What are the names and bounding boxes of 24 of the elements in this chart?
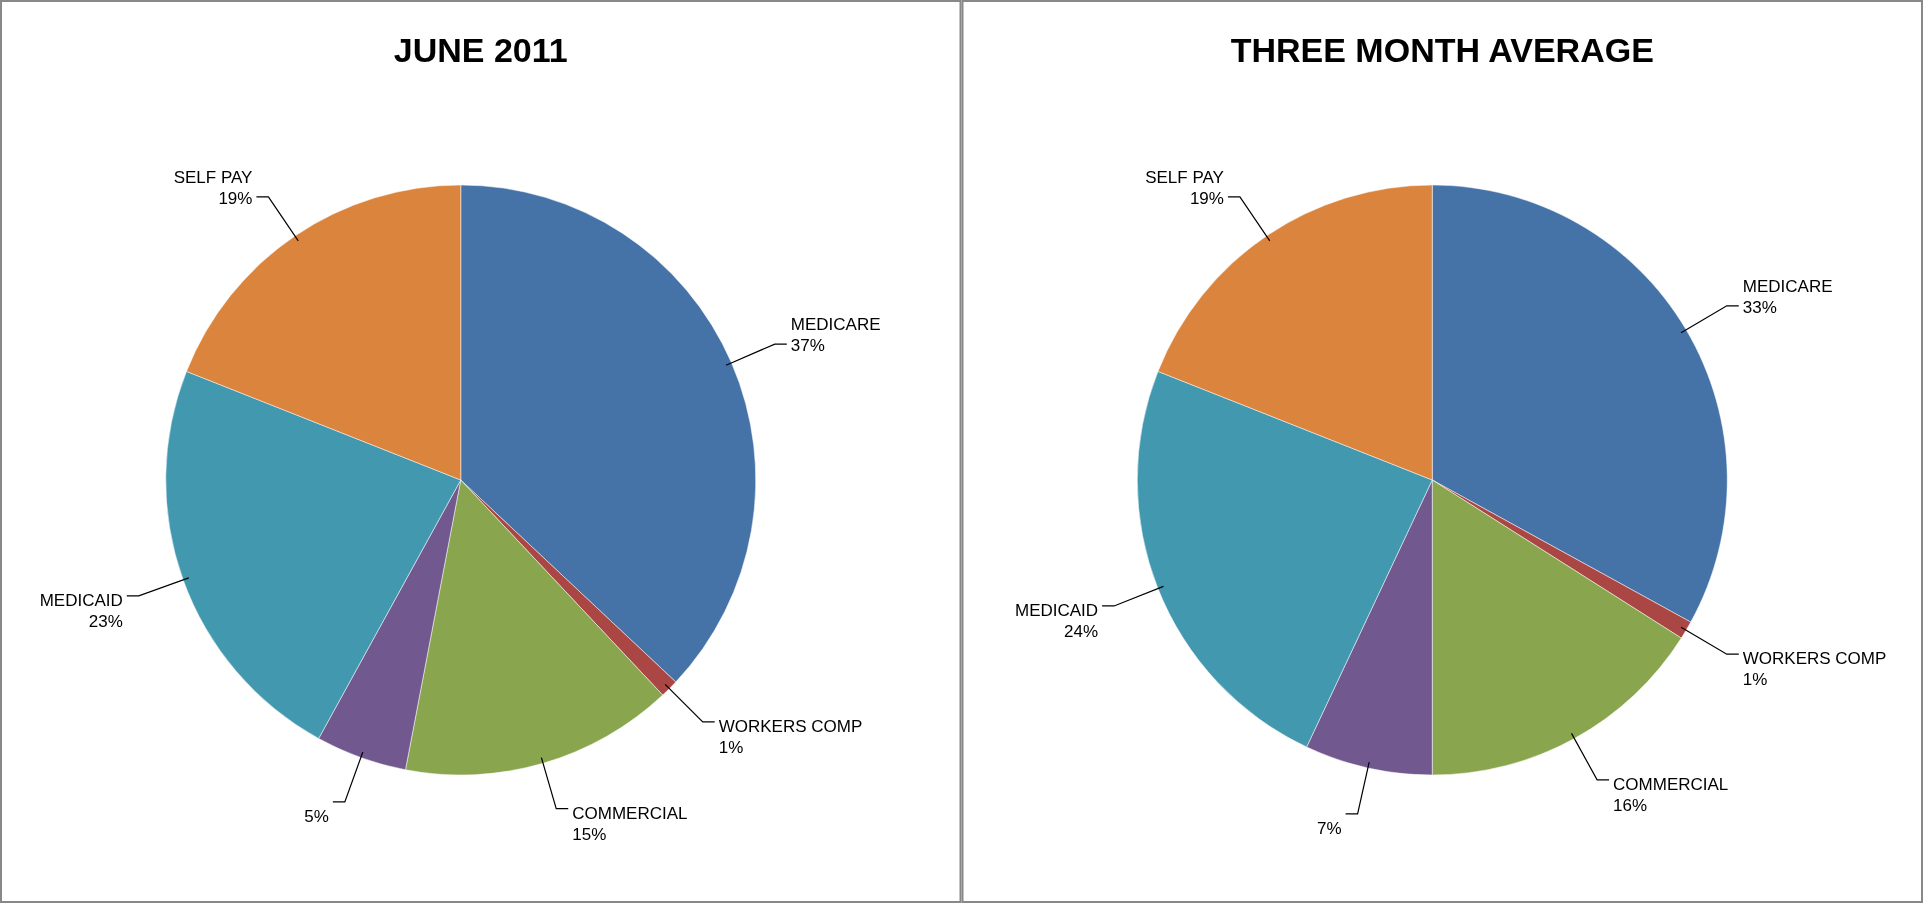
chart-title: THREE MONTH AVERAGE	[1230, 31, 1654, 69]
data-label: 19%	[1189, 188, 1224, 208]
data-label: 5%	[304, 806, 329, 826]
data-label: 15%	[572, 824, 607, 844]
slice-label: WORKERS COMP	[1742, 649, 1887, 669]
data-label: 19%	[218, 188, 253, 208]
data-label: 37%	[790, 336, 825, 356]
data-label: 1%	[1742, 670, 1768, 690]
slice-label: MEDICAID	[1014, 600, 1099, 620]
slice-label: MEDICARE	[790, 315, 881, 335]
slice-label: SELF PAY	[1145, 167, 1224, 187]
slice-label: MEDICAID	[39, 590, 123, 610]
data-label: 7%	[1317, 818, 1342, 838]
data-label: 33%	[1742, 297, 1777, 317]
slice-label: COMMERCIAL	[572, 803, 688, 823]
chart-title: JUNE 2011	[393, 31, 568, 69]
slice-label: WORKERS COMP	[718, 716, 863, 736]
data-label: 24%	[1064, 621, 1099, 641]
slice-label: COMMERCIAL	[1613, 774, 1729, 794]
slice-label: SELF PAY	[173, 167, 253, 187]
data-label: 16%	[1613, 795, 1648, 815]
data-label: 1%	[718, 737, 744, 757]
slice-label: MEDICARE	[1742, 276, 1833, 296]
data-label: 23%	[88, 611, 123, 631]
